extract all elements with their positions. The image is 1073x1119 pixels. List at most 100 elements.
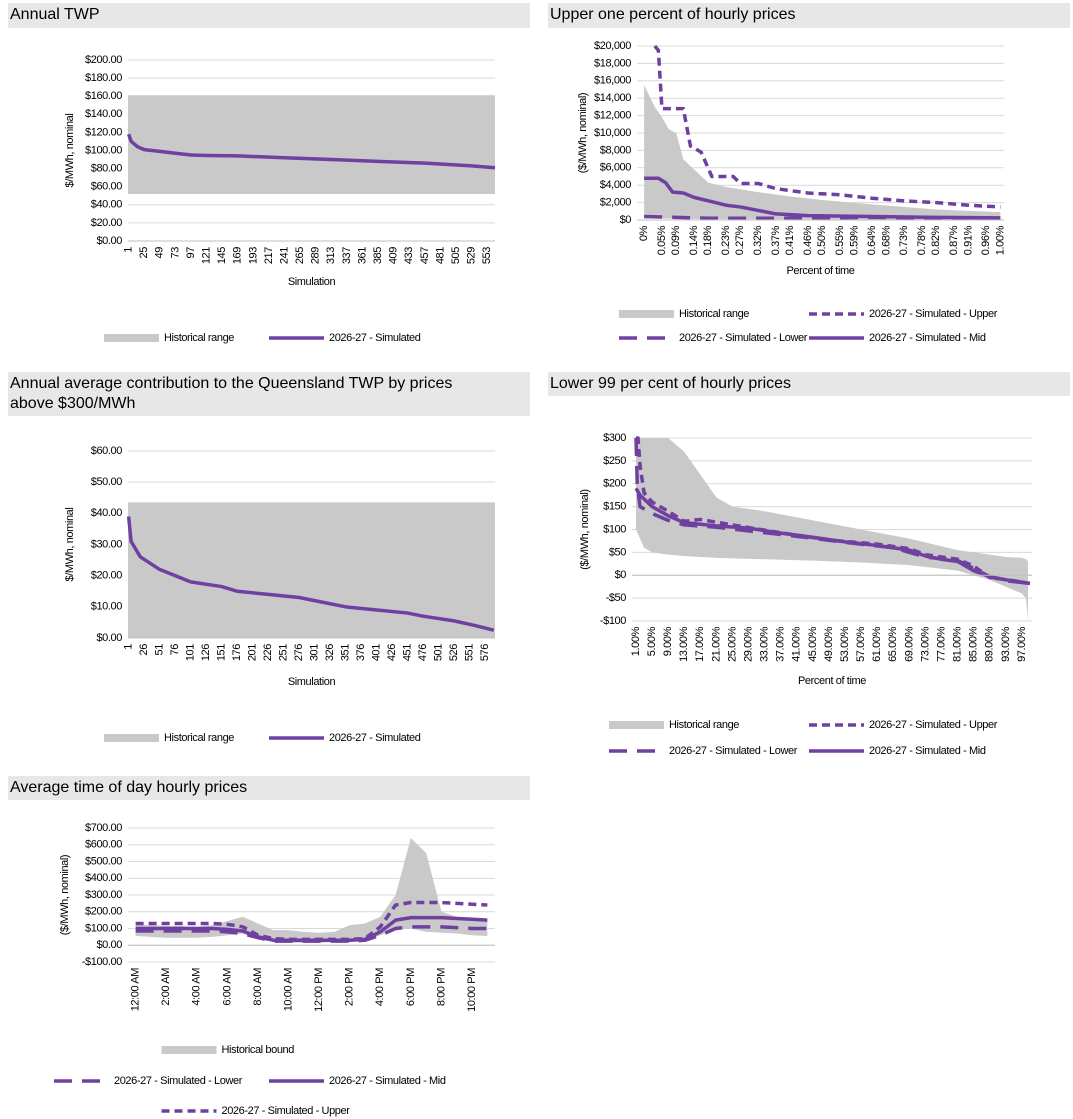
y-axis-title: ($/MWh, nominal) [59, 855, 71, 935]
x-tick-label: 76 [169, 644, 181, 656]
x-tick-label: 33.00% [759, 626, 771, 662]
legend-swatch [609, 721, 664, 729]
x-tick-label: 25.00% [726, 626, 738, 662]
y-axis-title: $/MWh, nominal [64, 114, 76, 188]
x-tick-label: 0.64% [866, 225, 878, 255]
chart-title: Lower 99 per cent of hourly prices [548, 372, 1070, 396]
x-tick-label: 2:00 PM [344, 968, 356, 1006]
x-tick-label: 241 [278, 247, 290, 264]
y-tick-label: $80.00 [91, 163, 123, 175]
chart-title: Upper one percent of hourly prices [548, 3, 1070, 28]
x-tick-label: 529 [466, 247, 478, 264]
y-tick-label: $60.00 [91, 181, 123, 193]
legend-swatch [104, 734, 159, 742]
x-tick-label: 0.46% [802, 225, 814, 255]
y-tick-label: $10.00 [91, 601, 123, 613]
x-tick-label: 337 [341, 247, 353, 264]
band-area [128, 95, 495, 194]
y-tick-label: $300 [603, 432, 626, 444]
x-tick-label: 0% [638, 225, 650, 241]
x-tick-label: 526 [448, 644, 460, 661]
x-tick-label: 13.00% [678, 626, 690, 662]
y-tick-label: -$100.00 [82, 956, 123, 968]
x-tick-label: 201 [247, 644, 259, 661]
x-tick-label: 0.32% [752, 225, 764, 255]
y-tick-label: $20.00 [91, 570, 123, 582]
y-axis-title: ($/MWh, nominal) [577, 93, 589, 173]
x-tick-label: 145 [216, 247, 228, 264]
x-tick-label: 385 [372, 247, 384, 264]
x-tick-label: 97.00% [1016, 626, 1028, 662]
y-tick-label: $300.00 [85, 889, 122, 901]
x-tick-label: 0.87% [948, 225, 960, 255]
x-tick-label: 0.82% [930, 225, 942, 255]
y-tick-label: $8,000 [600, 144, 632, 156]
x-tick-label: 5.00% [646, 626, 658, 656]
x-tick-label: 0.96% [980, 225, 992, 255]
x-tick-label: 37.00% [775, 626, 787, 662]
x-tick-label: 0.73% [898, 225, 910, 255]
y-tick-label: $250 [603, 455, 626, 467]
y-tick-label: $18,000 [594, 57, 631, 69]
x-tick-label: 45.00% [807, 626, 819, 662]
x-tick-label: 0.09% [670, 225, 682, 255]
x-tick-label: 0.18% [702, 225, 714, 255]
y-tick-label: $0.00 [96, 632, 122, 644]
x-tick-label: 10:00 AM [282, 968, 294, 1012]
x-tick-label: 265 [294, 247, 306, 264]
band-area [644, 85, 1001, 220]
legend-label: 2026-27 - Simulated [329, 332, 421, 344]
y-tick-label: $20.00 [91, 217, 123, 229]
x-tick-label: 2:00 AM [160, 968, 172, 1006]
y-tick-label: $0.00 [96, 235, 122, 247]
y-tick-label: -$100 [600, 615, 626, 627]
x-tick-label: 476 [417, 644, 429, 661]
y-tick-label: $0 [620, 214, 632, 226]
y-tick-label: $100.00 [85, 144, 122, 156]
x-tick-label: 0.14% [688, 225, 700, 255]
x-tick-label: 69.00% [903, 626, 915, 662]
chart-title: Average time of day hourly prices [8, 776, 530, 800]
x-tick-label: 0.23% [720, 225, 732, 255]
x-tick-label: 226 [262, 644, 274, 661]
y-tick-label: -$50 [606, 592, 627, 604]
x-tick-label: 121 [201, 247, 213, 264]
legend-label: 2026-27 - Simulated - Upper [222, 1105, 351, 1117]
x-tick-label: 0.68% [880, 225, 892, 255]
legend-label: 2026-27 - Simulated - Lower [114, 1075, 243, 1087]
y-tick-label: $30.00 [91, 538, 123, 550]
legend-label: 2026-27 - Simulated - Mid [869, 332, 986, 344]
x-tick-label: 0.41% [784, 225, 796, 255]
legend-label: 2026-27 - Simulated - Mid [329, 1075, 446, 1087]
x-tick-label: 10:00 PM [466, 968, 478, 1012]
x-tick-label: 1 [123, 644, 135, 650]
x-tick-label: 151 [216, 644, 228, 661]
x-tick-label: 553 [481, 247, 493, 264]
x-tick-label: 289 [310, 247, 322, 264]
x-tick-label: 401 [370, 644, 382, 661]
x-axis-title: Percent of time [798, 675, 866, 687]
y-tick-label: $700.00 [85, 822, 122, 834]
x-tick-label: 101 [185, 644, 197, 661]
x-tick-label: 85.00% [968, 626, 980, 662]
x-tick-label: 6:00 AM [221, 968, 233, 1006]
x-tick-label: 551 [463, 644, 475, 661]
y-tick-label: $40.00 [91, 507, 123, 519]
x-tick-label: 29.00% [742, 626, 754, 662]
y-tick-label: $120.00 [85, 126, 122, 138]
x-tick-label: 4:00 PM [374, 968, 386, 1006]
legend-label: Historical range [679, 308, 749, 320]
x-tick-label: 73 [169, 247, 181, 259]
x-tick-label: 351 [340, 644, 352, 661]
y-tick-label: $600.00 [85, 839, 122, 851]
y-tick-label: $500.00 [85, 855, 122, 867]
y-tick-label: $2,000 [600, 197, 632, 209]
chart: -$100.00 $0.00 $100.00 $200.00 $300.00 $400.0… [54, 822, 495, 1117]
x-tick-label: 17.00% [694, 626, 706, 662]
chart: $0.00 $20.00 $40.00 $60.00 $80.00 $100.00 $120… [64, 54, 496, 344]
chart: $0 $2,000 $4,000 $6,000 $8,000 $10,000 $12,000… [577, 40, 1006, 344]
series-line [636, 436, 1031, 586]
x-tick-label: 9.00% [662, 626, 674, 656]
x-axis-title: Simulation [288, 276, 336, 288]
x-tick-label: 361 [356, 247, 368, 264]
